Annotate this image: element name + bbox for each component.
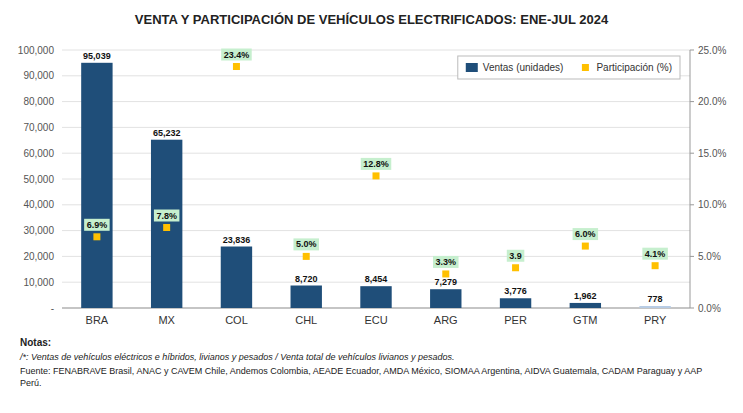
grid-line <box>62 101 690 102</box>
y-tick-label: 80,000 <box>23 96 54 107</box>
y2-axis-line <box>690 50 691 308</box>
bar-label: 8,720 <box>295 274 318 284</box>
y-tick-label: 60,000 <box>23 148 54 159</box>
annotation: Notas: <box>20 337 51 348</box>
y-tick-label: 50,000 <box>23 174 54 185</box>
x-tick-label: PRY <box>644 314 667 326</box>
point-label-bg <box>154 210 180 222</box>
legend: Ventas (unidades) Participación (%) <box>458 56 680 79</box>
point-label-bg <box>293 238 319 250</box>
point-label: 12.8% <box>363 159 389 169</box>
y2-tick-label: 0.0% <box>698 303 721 314</box>
point-label-bg <box>642 248 668 260</box>
point-label-bg <box>573 228 599 240</box>
bar-label: 8,454 <box>365 274 388 284</box>
y2-tick-label: 20.0% <box>698 96 726 107</box>
title: VENTA Y PARTICIPACIÓN DE VEHÍCULOS ELECT… <box>135 12 609 27</box>
x-tick-label: GTM <box>573 314 597 326</box>
legend-swatch <box>582 64 589 71</box>
point-label-bg <box>84 219 110 231</box>
y-tick-label: 10,000 <box>23 277 54 288</box>
annotation-line: Fuente: FENABRAVE Brasil, ANAC y CAVEM C… <box>20 366 702 376</box>
bar-label: 23,836 <box>223 235 251 245</box>
bar-label: 1,962 <box>574 291 597 301</box>
point <box>93 233 100 240</box>
bar <box>291 286 322 308</box>
bar <box>151 140 182 308</box>
point <box>373 172 380 179</box>
point-label-bg <box>221 49 252 61</box>
annotation-line: /*: Ventas de vehículos eléctricos e híb… <box>19 352 455 362</box>
bar <box>360 286 391 308</box>
point <box>233 63 240 70</box>
point-label: 3.3% <box>436 257 457 267</box>
chart: VENTA Y PARTICIPACIÓN DE VEHÍCULOS ELECT… <box>0 0 743 413</box>
grid-line <box>62 50 690 51</box>
y2-tick <box>690 204 694 205</box>
point-label: 3.9 <box>509 251 522 261</box>
y-tick-label: 20,000 <box>23 251 54 262</box>
point <box>512 264 519 271</box>
bar-label: 778 <box>648 294 663 304</box>
legend-label: Ventas (unidades) <box>483 62 564 73</box>
point-label-bg <box>433 256 459 268</box>
marks <box>81 63 671 308</box>
legend-swatch <box>466 63 478 72</box>
bar <box>570 303 601 308</box>
legend-label: Participación (%) <box>596 62 672 73</box>
y-tick-label: 90,000 <box>23 70 54 81</box>
x-tick-label: BRA <box>86 314 109 326</box>
y2-tick <box>690 308 694 309</box>
point <box>163 224 170 231</box>
y-tick-label: 40,000 <box>23 199 54 210</box>
x-tick-label: ECU <box>364 314 387 326</box>
bar <box>81 63 112 308</box>
y-tick-label: 70,000 <box>23 122 54 133</box>
point <box>652 262 659 269</box>
bar-label: 7,279 <box>435 277 458 287</box>
y2-tick-label: 25.0% <box>698 45 726 56</box>
point-label: 6.0% <box>575 229 596 239</box>
y-tick-label: 100,000 <box>18 45 55 56</box>
y2-tick <box>690 101 694 102</box>
x-tick-label: PER <box>504 314 527 326</box>
x-tick-label: MX <box>158 314 175 326</box>
bar-label: 95,039 <box>83 51 111 61</box>
data-labels: 95,039 65,232 23,836 8,720 8,454 7,279 3,776 1,… <box>83 49 668 304</box>
point-label: 4.1% <box>645 249 666 259</box>
point-label-bg <box>507 250 525 262</box>
point-label: 5.0% <box>296 239 317 249</box>
y-tick-label: 30,000 <box>23 225 54 236</box>
point <box>303 253 310 260</box>
bar <box>500 298 531 308</box>
point-label-bg <box>361 158 392 170</box>
point-label: 7.8% <box>156 211 177 221</box>
annotation-line: Perú. <box>20 378 42 388</box>
grid <box>62 50 690 308</box>
bar <box>430 289 461 308</box>
x-tick-label: COL <box>225 314 248 326</box>
annotation-line: Notas: <box>20 337 51 348</box>
bar <box>221 247 252 308</box>
point <box>582 243 589 250</box>
annotation: Fuente: FENABRAVE Brasil, ANAC y CAVEM C… <box>20 366 702 388</box>
point-label: 6.9% <box>87 220 108 230</box>
y-tick-label: - <box>51 303 54 314</box>
x-tick-label: CHL <box>295 314 317 326</box>
y2-tick <box>690 153 694 154</box>
point-label: 23.4% <box>224 50 250 60</box>
y2-tick-label: 15.0% <box>698 148 726 159</box>
bar-label: 65,232 <box>153 128 181 138</box>
x-tick-label: ARG <box>434 314 458 326</box>
y2-tick-label: 10.0% <box>698 199 726 210</box>
legend-frame <box>458 56 680 79</box>
y2-tick <box>690 256 694 257</box>
y2-tick <box>690 50 694 51</box>
bar-label: 3,776 <box>504 286 527 296</box>
annotation: /*: Ventas de vehículos eléctricos e híb… <box>19 352 455 362</box>
y2-tick-label: 5.0% <box>698 251 721 262</box>
bar <box>639 306 670 308</box>
